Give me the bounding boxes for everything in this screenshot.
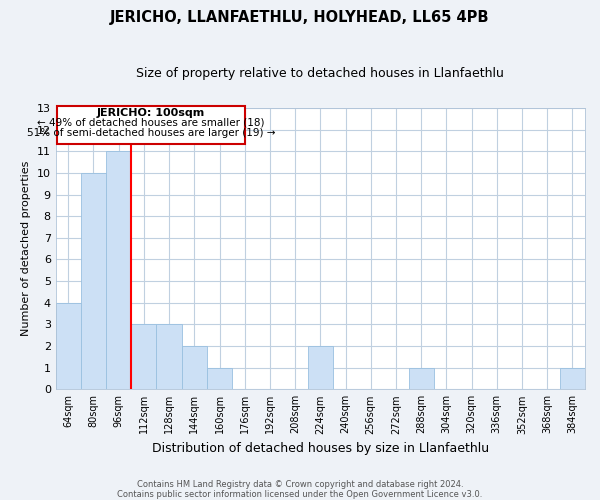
Title: Size of property relative to detached houses in Llanfaethlu: Size of property relative to detached ho…	[136, 68, 504, 80]
Text: 51% of semi-detached houses are larger (19) →: 51% of semi-detached houses are larger (…	[26, 128, 275, 138]
Bar	[56, 303, 81, 390]
FancyBboxPatch shape	[57, 106, 245, 144]
Bar	[308, 346, 333, 390]
Text: JERICHO: 100sqm: JERICHO: 100sqm	[97, 108, 205, 118]
X-axis label: Distribution of detached houses by size in Llanfaethlu: Distribution of detached houses by size …	[152, 442, 489, 455]
Text: Contains public sector information licensed under the Open Government Licence v3: Contains public sector information licen…	[118, 490, 482, 499]
Y-axis label: Number of detached properties: Number of detached properties	[21, 161, 31, 336]
Bar	[81, 173, 106, 390]
Bar	[131, 324, 157, 390]
Text: JERICHO, LLANFAETHLU, HOLYHEAD, LL65 4PB: JERICHO, LLANFAETHLU, HOLYHEAD, LL65 4PB	[110, 10, 490, 25]
Bar	[207, 368, 232, 390]
Bar	[182, 346, 207, 390]
Bar	[106, 152, 131, 390]
Bar	[560, 368, 585, 390]
Bar	[409, 368, 434, 390]
Text: Contains HM Land Registry data © Crown copyright and database right 2024.: Contains HM Land Registry data © Crown c…	[137, 480, 463, 489]
Text: ← 49% of detached houses are smaller (18): ← 49% of detached houses are smaller (18…	[37, 118, 265, 128]
Bar	[157, 324, 182, 390]
